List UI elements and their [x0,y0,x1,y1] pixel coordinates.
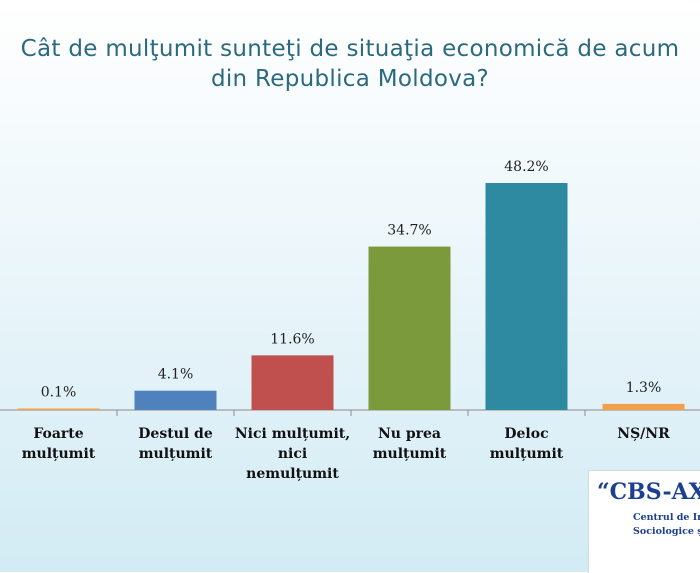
category-label: Deloc mulțumit [490,426,564,462]
category-label: Nu prea mulțumit [373,426,447,462]
logo-subtitle: Centrul de Investigații Sociologice și M… [633,511,700,539]
category-label: NȘ/NR [617,426,670,442]
logo-name: “CBS-AXA” [597,479,700,505]
logo-subtitle-line-1: Centrul de Investigații [633,512,700,523]
data-label: 34.7% [387,223,431,239]
chart-title-line-2: din Republica Moldova? [210,66,490,92]
bar [251,355,334,410]
data-label: 48.2% [504,159,548,175]
data-label: 11.6% [270,331,314,347]
data-label: 0.1% [41,385,77,401]
chart-title-line-1: Cât de mulţumit sunteţi de situaţia econ… [20,36,680,62]
chart-title: Cât de mulţumit sunteţi de situaţia econ… [0,34,700,94]
bar [368,246,451,410]
data-label: 4.1% [158,367,194,383]
bar [134,390,217,410]
bar [602,403,685,410]
bar [485,183,568,410]
category-label: Destul de mulțumit [138,426,213,462]
category-label: Nici mulțumit, nici nemulțumit [235,426,350,482]
logo-subtitle-line-2: Sociologice și Marketing [633,526,700,537]
category-label: Foarte mulțumit [22,426,96,462]
cbs-axa-logo: “CBS-AXA” Centrul de Investigații Sociol… [588,470,700,573]
bar [17,408,100,410]
data-label: 1.3% [626,380,662,396]
